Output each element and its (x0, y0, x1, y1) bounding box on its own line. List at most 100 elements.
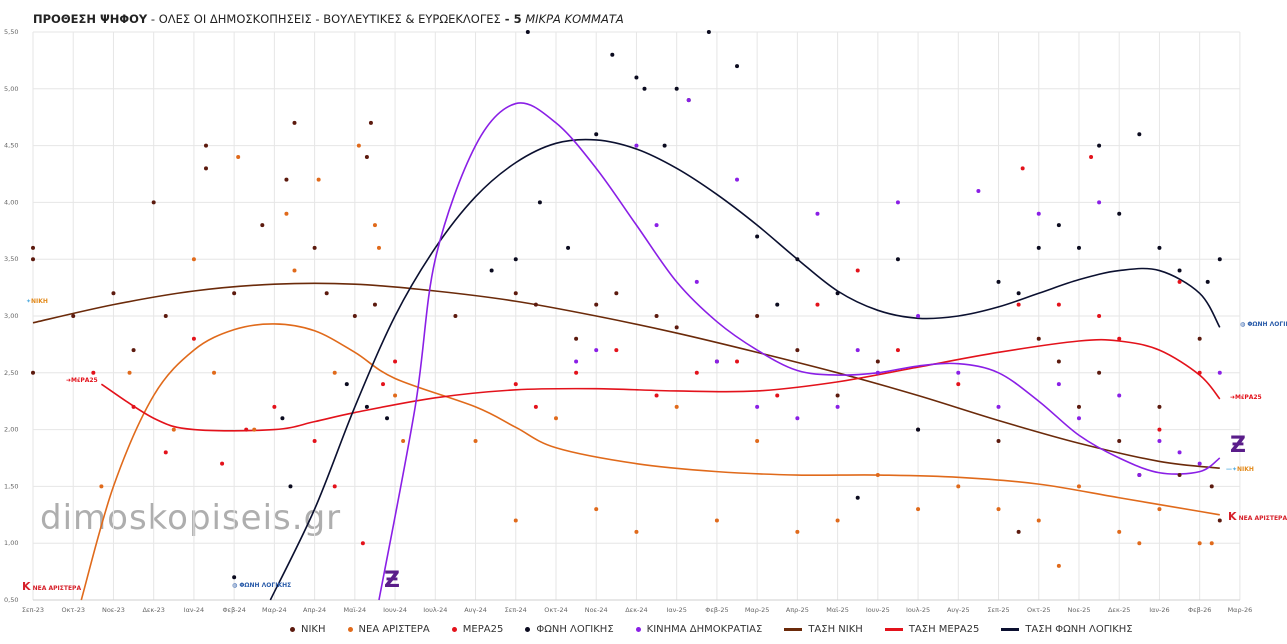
point-νεα-αριστερα (674, 404, 679, 409)
point-νικη (453, 314, 458, 318)
point-νικη (755, 314, 760, 318)
point-μερα25 (272, 404, 277, 409)
point-μερα25 (1097, 314, 1102, 318)
point-νικη (131, 348, 136, 353)
point-νεα-αριστερα (1209, 541, 1214, 546)
point-κινημα-δημοκρατιας (594, 348, 599, 353)
point-νεα-αριστερα (634, 529, 639, 534)
x-tick-label: Φεβ-26 (1188, 606, 1211, 614)
point-νικη (875, 359, 880, 364)
point-μερα25 (1157, 427, 1162, 432)
point-κινημα-δημοκρατιας (574, 359, 579, 364)
point-φωνη-λογικης (755, 234, 760, 239)
point-κινημα-δημοκρατιας (1137, 473, 1142, 478)
point-κινημα-δημοκρατιας (1097, 200, 1102, 205)
point-κινημα-δημοκρατιας (1076, 416, 1081, 421)
point-νεα-αριστερα (171, 427, 176, 432)
x-tick-label: Μαρ-25 (745, 606, 770, 614)
point-φωνη-λογικης (916, 427, 921, 432)
x-tick-label: Νοε-25 (1067, 606, 1090, 614)
x-tick-label: Δεκ-24 (625, 606, 647, 614)
x-tick-label: Σεπ-25 (987, 606, 1009, 614)
point-φωνη-λογικης (634, 75, 639, 80)
point-νικη (312, 245, 317, 250)
logo-label: ΦΩΝΗ ΛΟΓΙΚΗΣ (239, 582, 292, 589)
point-φωνη-λογικης (513, 257, 518, 262)
point-κινημα-δημοκρατιας (755, 404, 760, 409)
point-φωνη-λογικης (795, 257, 800, 262)
x-tick-label: Δεκ-25 (1108, 606, 1130, 614)
point-κινημα-δημοκρατιας (654, 223, 659, 228)
x-tick-label: Απρ-25 (786, 606, 809, 614)
point-φωνη-λογικης (232, 575, 237, 580)
point-φωνη-λογικης (364, 404, 369, 409)
x-tick-label: Ιουν-24 (383, 606, 407, 614)
point-νικη (1036, 336, 1041, 341)
legend-line-icon (1001, 628, 1020, 631)
point-νεα-αριστερα (316, 177, 321, 182)
point-νικη (1056, 359, 1061, 364)
point-φωνη-λογικης (1117, 211, 1122, 216)
point-φωνη-λογικης (835, 291, 840, 296)
point-μερα25 (614, 348, 619, 353)
point-φωνη-λογικης (1036, 245, 1041, 250)
legend-item: ΝΙΚΗ (290, 624, 326, 635)
y-tick-label: 0,50 (4, 596, 18, 604)
x-tick-label: Νοε-23 (102, 606, 125, 614)
point-νεα-αριστερα (755, 438, 760, 443)
point-φωνη-λογικης (566, 245, 571, 250)
x-tick-label: Αυγ-25 (947, 606, 970, 614)
x-tick-label: Δεκ-23 (142, 606, 164, 614)
point-κινημα-δημοκρατιας (735, 177, 740, 182)
point-μερα25 (191, 336, 196, 341)
trend-lines (32, 102, 1221, 601)
point-νικη (1157, 404, 1162, 409)
point-νικη (1097, 370, 1102, 375)
x-tick-label: Απρ-24 (303, 606, 326, 614)
point-νικη (284, 177, 289, 182)
point-νικη (260, 223, 265, 228)
point-κινημα-δημοκρατιας (1036, 211, 1041, 216)
trend-line-ταση-νεα-αριστερα (80, 323, 1220, 601)
x-tick-label: Μαρ-24 (262, 606, 287, 614)
legend-line-icon (784, 628, 803, 631)
y-tick-label: 3,50 (4, 255, 18, 263)
point-νεα-αριστερα (1137, 541, 1142, 546)
point-νεα-αριστερα (513, 518, 518, 523)
logo-label: ΝΕΑ ΑΡΙΣΤΕΡΑ (1238, 515, 1287, 522)
point-νεα-αριστερα (795, 529, 800, 534)
point-φωνη-λογικης (1177, 268, 1182, 273)
legend: ΝΙΚΗ ΝΕΑ ΑΡΙΣΤΕΡΑ ΜΕΡΑ25 ΦΩΝΗ ΛΟΓΙΚΗΣ ΚΙΝΗΜΑ… (290, 624, 1133, 635)
point-μερα25 (1056, 302, 1061, 307)
point-νικη (574, 336, 579, 341)
legend-item: ΤΑΣΗ ΝΙΚΗ (784, 624, 863, 635)
point-νικη (1117, 438, 1122, 443)
y-tick-label: 5,50 (4, 28, 18, 36)
y-tick-label: 2,00 (4, 426, 18, 434)
point-μερα25 (163, 450, 168, 455)
x-tick-label: Ιουλ-24 (423, 606, 447, 614)
point-μερα25 (1117, 336, 1122, 341)
x-tick-label: Ιαν-24 (184, 606, 204, 614)
point-νεα-αριστερα (956, 484, 961, 489)
point-μερα25 (735, 359, 740, 364)
title-italic: ΜΙΚΡΑ ΚΟΜΜΑΤΑ (521, 12, 624, 26)
y-tick-label: 3,00 (4, 312, 18, 320)
legend-label: ΤΑΣΗ ΜΕΡΑ25 (908, 624, 980, 635)
point-φωνη-λογικης (525, 30, 530, 34)
trend-line-ταση-κινημα-δημοκρατιας (378, 102, 1221, 601)
point-φωνη-λογικης (706, 30, 711, 34)
point-φωνη-λογικης (735, 64, 740, 69)
point-μερα25 (956, 382, 961, 387)
x-tick-label: Φεβ-25 (705, 606, 728, 614)
x-tick-label: Φεβ-24 (222, 606, 245, 614)
point-μερα25 (244, 427, 249, 432)
logo-label: ΝΙΚΗ (1237, 466, 1254, 473)
point-φωνη-λογικης (280, 416, 285, 421)
point-νεα-αριστερα (594, 507, 599, 512)
point-νικη (292, 120, 297, 125)
kinima-logo-left: Ƶ (384, 568, 400, 593)
point-νεα-αριστερα (473, 438, 478, 443)
point-νεα-αριστερα (916, 507, 921, 512)
